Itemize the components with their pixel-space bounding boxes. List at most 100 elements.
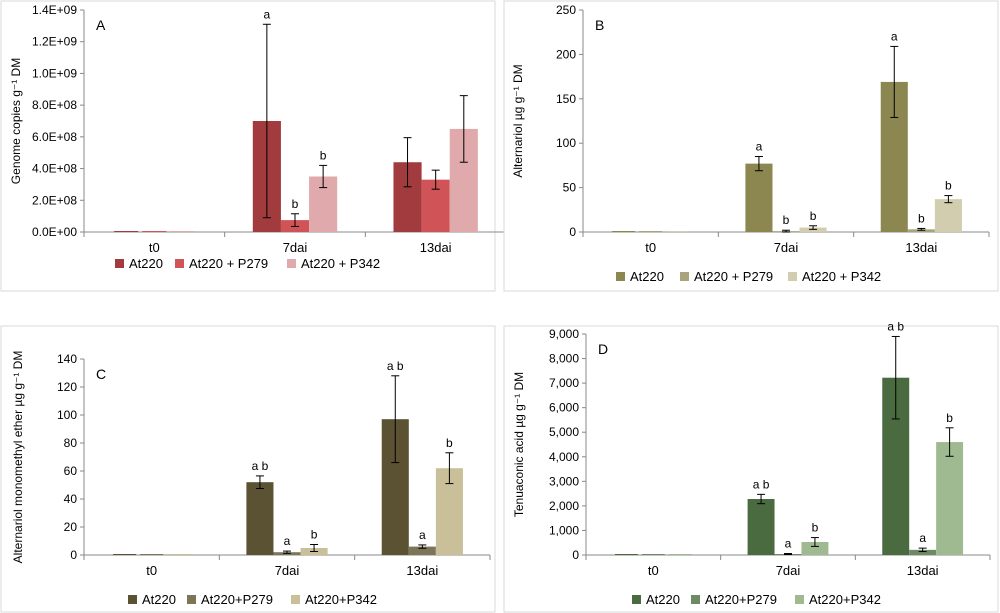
legend-label: At220 + P342 — [301, 256, 380, 271]
significance-letter: a b — [252, 459, 269, 473]
significance-letter: b — [292, 197, 299, 211]
y-tick-label: 4.0E+08 — [32, 162, 77, 176]
significance-letter: a b — [387, 359, 404, 373]
legend-swatch — [187, 595, 196, 604]
legend-label: At220 + P279 — [189, 256, 268, 271]
chart-panel-b: 0 50 100 150 200 250 t0 7dai 13dai Alternariol µg… — [503, 0, 999, 292]
panel-label: B — [595, 17, 604, 33]
y-tick-label: 6,000 — [549, 401, 579, 415]
y-tick-label: 8.0E+08 — [32, 98, 77, 112]
chart-panel-d: 0 1,000 2,000 3,000 4,000 5,000 6,000 7,000 8,00… — [503, 319, 999, 613]
y-tick-label: 140 — [57, 352, 77, 366]
legend-label: At220+P342 — [305, 592, 377, 607]
legend-label: At220 + P342 — [802, 269, 881, 284]
x-tick-label: 13dai — [907, 563, 939, 578]
y-tick-label: 1,000 — [549, 523, 579, 537]
significance-letter: b — [783, 213, 790, 227]
y-tick-label: 7,000 — [549, 376, 579, 390]
bar — [745, 163, 773, 232]
y-tick-label: 0 — [70, 548, 77, 562]
y-tick-label: 50 — [563, 181, 577, 195]
x-tick-label: t0 — [648, 563, 659, 578]
y-tick-label: 2.0E+08 — [32, 193, 77, 207]
y-tick-label: 1.0E+09 — [32, 66, 77, 80]
y-tick-label: 150 — [556, 92, 576, 106]
x-tick-label: t0 — [645, 240, 656, 255]
legend-label: At220+P279 — [201, 592, 273, 607]
x-tick-label: 7dai — [283, 240, 308, 255]
y-tick-label: 200 — [556, 47, 576, 61]
x-tick-label: t0 — [146, 563, 157, 578]
legend-swatch — [632, 595, 641, 604]
legend-swatch — [616, 272, 625, 281]
x-tick-label: 13dai — [905, 240, 937, 255]
legend-swatch — [788, 272, 797, 281]
x-tick-label: 7dai — [776, 563, 801, 578]
bar — [246, 482, 274, 555]
significance-letter: a — [419, 528, 426, 542]
significance-letter: a b — [753, 477, 770, 491]
x-tick-label: 7dai — [774, 240, 799, 255]
y-tick-label: 0 — [572, 548, 579, 562]
significance-letter: b — [320, 148, 327, 162]
significance-letter: a — [264, 7, 271, 21]
panel-frame — [0, 0, 496, 292]
legend-swatch — [795, 595, 804, 604]
x-tick-label: 13dai — [420, 240, 452, 255]
y-tick-label: 250 — [556, 3, 576, 17]
y-axis-title: Genome copies g⁻¹ DM — [9, 58, 23, 184]
legend-label: At220 — [142, 592, 176, 607]
y-tick-label: 6.0E+08 — [32, 130, 77, 144]
legend-swatch — [175, 259, 184, 268]
significance-letter: b — [946, 411, 953, 425]
chart-panel-c: 0 20 40 60 80 100 120 140 t0 7dai 13dai Alternariol… — [0, 325, 496, 613]
significance-letter: b — [945, 179, 952, 193]
y-tick-label: 3,000 — [549, 474, 579, 488]
y-tick-label: 60 — [64, 464, 78, 478]
y-tick-label: 20 — [64, 520, 78, 534]
panel-label: A — [96, 17, 106, 33]
legend-swatch — [115, 259, 124, 268]
significance-letter: a — [891, 29, 898, 43]
bar — [801, 541, 829, 555]
legend-label: At220 + P279 — [694, 269, 773, 284]
y-tick-label: 9,000 — [549, 327, 579, 341]
x-tick-label: 13dai — [406, 563, 438, 578]
y-tick-label: 0 — [569, 225, 576, 239]
significance-letter: a — [919, 531, 926, 545]
bar — [934, 199, 962, 232]
legend-swatch — [680, 272, 689, 281]
significance-letter: b — [918, 211, 925, 225]
x-tick-label: 7dai — [275, 563, 300, 578]
significance-letter: a — [785, 537, 792, 551]
legend-swatch — [128, 595, 137, 604]
legend-swatch — [691, 595, 700, 604]
significance-letter: a b — [887, 319, 904, 333]
panel-frame — [503, 0, 999, 292]
y-tick-label: 80 — [64, 436, 78, 450]
significance-letter: b — [311, 528, 318, 542]
bar — [747, 499, 775, 555]
y-axis-title: Alternariol µg g⁻¹ DM — [511, 64, 525, 177]
y-tick-label: 1.2E+09 — [32, 35, 77, 49]
legend-swatch — [291, 595, 300, 604]
significance-letter: a — [284, 534, 291, 548]
y-tick-label: 1.4E+09 — [32, 3, 77, 17]
chart-panel-a: 0.0E+00 2.0E+08 4.0E+08 6.0E+08 8.0E+08 1.0E+… — [0, 0, 507, 292]
legend-swatch — [287, 259, 296, 268]
y-tick-label: 100 — [556, 136, 576, 150]
y-axis-title: Alternariol monomethyl ether µg g⁻¹ DM — [11, 351, 25, 564]
x-tick-label: t0 — [149, 240, 160, 255]
legend-label: At220 — [646, 592, 680, 607]
y-tick-label: 0.0E+00 — [32, 225, 77, 239]
y-tick-label: 40 — [64, 492, 78, 506]
y-tick-label: 2,000 — [549, 499, 579, 513]
bar — [909, 549, 937, 555]
significance-letter: b — [446, 436, 453, 450]
significance-letter: b — [812, 521, 819, 535]
y-tick-label: 5,000 — [549, 425, 579, 439]
panel-label: C — [96, 366, 106, 382]
legend-label: At220 — [129, 256, 163, 271]
y-axis-title: Tenuaconic acid µg g⁻¹ DM — [512, 372, 526, 517]
